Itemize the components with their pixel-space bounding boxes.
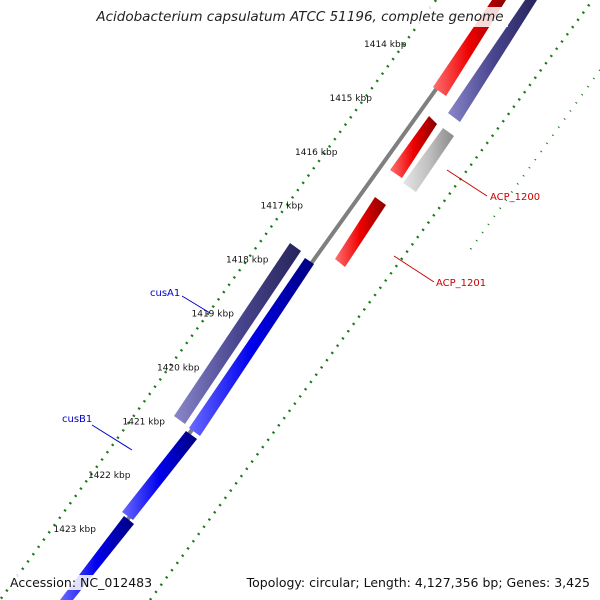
forward-cds-cusB1[interactable] — [122, 431, 197, 520]
tick-label-1416: 1416 kbp — [295, 148, 338, 158]
outer-tick-ring — [0, 0, 438, 600]
inner-tick-ring — [148, 0, 595, 600]
forward-cds-cusA1[interactable] — [189, 258, 314, 436]
tick-label-1415: 1415 kbp — [330, 94, 373, 104]
inner-dash-ring — [469, 69, 600, 251]
tick-label-1423: 1423 kbp — [54, 525, 97, 535]
label-ACP_1200[interactable]: ACP_1200 — [446, 169, 540, 203]
tick-label-1417: 1417 kbp — [261, 202, 304, 212]
reverse-cds-ACP_1200[interactable] — [390, 116, 437, 178]
reverse-cds-ACP_1201[interactable] — [335, 197, 386, 267]
label-cusA1[interactable]: cusA1 — [150, 288, 211, 314]
callout-line-ACP_1200 — [446, 169, 488, 197]
ortholog-feature-ACP_1200[interactable] — [403, 128, 454, 192]
tick-label-1419: 1419 kbp — [192, 310, 235, 320]
tick-label-1421: 1421 kbp — [123, 417, 166, 427]
callout-line-cusA1 — [181, 295, 211, 314]
gene-label-ACP_1201: ACP_1201 — [436, 278, 486, 289]
tick-labels: 1414 kbp 1415 kbp 1416 kbp 1417 kbp 1418 kbp… — [54, 40, 407, 535]
gene-label-cusA1: cusA1 — [150, 288, 180, 299]
tick-label-1414: 1414 kbp — [364, 40, 407, 50]
label-cusB1[interactable]: cusB1 — [62, 414, 133, 451]
gene-label-ACP_1200: ACP_1200 — [490, 192, 540, 203]
tick-label-1422: 1422 kbp — [88, 471, 131, 481]
ortholog-feature-cusA1[interactable] — [174, 243, 301, 424]
tick-label-1418: 1418 kbp — [226, 256, 269, 266]
callout-line-cusB1 — [91, 424, 133, 451]
ortholog-feature-1[interactable] — [448, 0, 537, 122]
accession-label: Accession: NC_012483 — [8, 575, 155, 590]
tick-label-1420: 1420 kbp — [157, 363, 200, 373]
genome-summary: Topology: circular; Length: 4,127,356 bp… — [244, 575, 592, 590]
label-ACP_1201[interactable]: ACP_1201 — [393, 255, 486, 289]
gene-label-cusB1: cusB1 — [62, 414, 92, 425]
callout-line-ACP_1201 — [393, 255, 435, 283]
